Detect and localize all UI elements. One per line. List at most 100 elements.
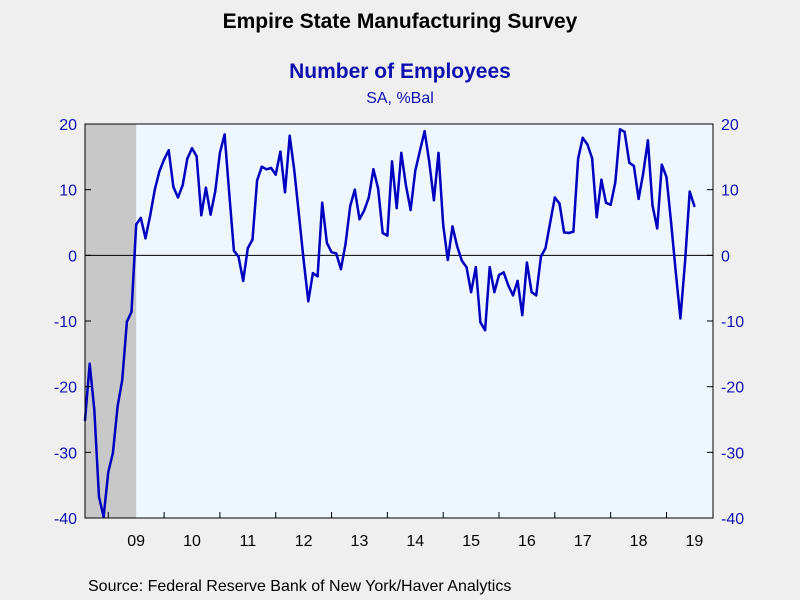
- y-tick-label-left: -10: [54, 314, 77, 331]
- y-tick-label-right: -10: [721, 314, 744, 331]
- data-point: [404, 184, 408, 187]
- data-point: [651, 204, 654, 207]
- x-tick-label: 13: [351, 533, 369, 550]
- data-point: [121, 378, 124, 382]
- data-point: [158, 170, 161, 173]
- data-point: [604, 201, 608, 204]
- data-point: [637, 197, 640, 201]
- data-point: [665, 176, 668, 179]
- data-point: [344, 243, 347, 246]
- data-point: [330, 250, 333, 254]
- data-point: [479, 321, 482, 324]
- data-point: [469, 290, 473, 294]
- data-point: [204, 186, 208, 189]
- x-tick-label: 10: [183, 533, 201, 550]
- data-point: [358, 218, 361, 221]
- y-tick-label-right: -40: [721, 511, 744, 528]
- data-point: [586, 143, 589, 146]
- data-point: [269, 166, 273, 170]
- data-point: [302, 258, 305, 262]
- data-point: [553, 196, 556, 199]
- chart-subtitle: Number of Employees: [289, 60, 511, 83]
- y-tick-label-left: 20: [59, 117, 77, 134]
- data-point: [93, 408, 96, 411]
- data-point: [232, 249, 236, 252]
- data-point: [432, 199, 436, 202]
- data-point: [642, 172, 645, 175]
- data-point: [428, 160, 431, 163]
- data-point: [418, 149, 422, 153]
- data-point: [321, 201, 324, 204]
- data-point: [544, 246, 547, 250]
- data-point: [307, 300, 310, 303]
- data-point: [111, 451, 115, 455]
- x-tick-label: 15: [462, 533, 480, 550]
- data-point: [144, 237, 147, 240]
- data-point: [437, 151, 440, 155]
- data-point: [186, 157, 189, 160]
- data-point: [507, 284, 510, 287]
- data-point: [316, 275, 319, 278]
- data-point: [581, 136, 584, 139]
- data-point: [521, 313, 524, 317]
- data-point: [442, 223, 445, 227]
- x-tick-label: 12: [295, 533, 313, 550]
- data-point: [669, 221, 673, 224]
- data-point: [549, 221, 552, 224]
- data-point: [102, 515, 105, 518]
- data-point: [488, 266, 491, 269]
- data-point: [590, 156, 594, 160]
- data-point: [693, 204, 696, 208]
- data-point: [455, 244, 459, 248]
- data-point: [656, 227, 659, 230]
- data-point: [251, 238, 254, 241]
- data-point: [409, 208, 412, 212]
- data-point: [176, 196, 180, 199]
- data-point: [390, 160, 394, 163]
- data-point: [367, 196, 370, 199]
- data-point: [242, 279, 245, 283]
- data-point: [107, 470, 110, 474]
- data-point: [362, 209, 366, 212]
- data-point: [274, 173, 277, 176]
- data-point: [623, 130, 626, 134]
- data-point: [660, 163, 663, 166]
- data-point: [525, 261, 529, 264]
- x-tick-label: 09: [127, 533, 145, 550]
- data-point: [88, 362, 91, 365]
- data-point: [195, 155, 198, 158]
- data-point: [218, 151, 222, 155]
- data-point: [200, 214, 203, 217]
- chart-title: Empire State Manufacturing Survey: [222, 10, 578, 33]
- data-point: [423, 130, 426, 133]
- data-point: [214, 189, 217, 193]
- data-point: [228, 191, 231, 195]
- data-point: [465, 266, 468, 269]
- data-point: [688, 190, 691, 193]
- data-point: [395, 206, 398, 210]
- data-point: [139, 216, 142, 220]
- source-note: Source: Federal Reserve Bank of New York…: [88, 578, 512, 595]
- data-point: [483, 329, 487, 332]
- data-point: [283, 191, 287, 194]
- y-tick-label-right: -20: [721, 380, 744, 397]
- data-point: [628, 161, 631, 164]
- data-point: [353, 188, 356, 191]
- data-point: [674, 271, 677, 274]
- data-point: [595, 216, 598, 219]
- data-point: [311, 271, 315, 275]
- data-point: [497, 273, 501, 277]
- data-point: [600, 178, 603, 181]
- data-point: [293, 169, 296, 172]
- x-tick-label: 16: [518, 533, 536, 550]
- data-point: [148, 214, 152, 218]
- data-point: [502, 271, 505, 274]
- data-point: [511, 294, 515, 297]
- data-point: [386, 234, 389, 237]
- data-point: [572, 230, 575, 233]
- data-point: [558, 202, 561, 205]
- data-point: [567, 231, 570, 235]
- data-point: [260, 165, 263, 168]
- data-point: [297, 214, 301, 217]
